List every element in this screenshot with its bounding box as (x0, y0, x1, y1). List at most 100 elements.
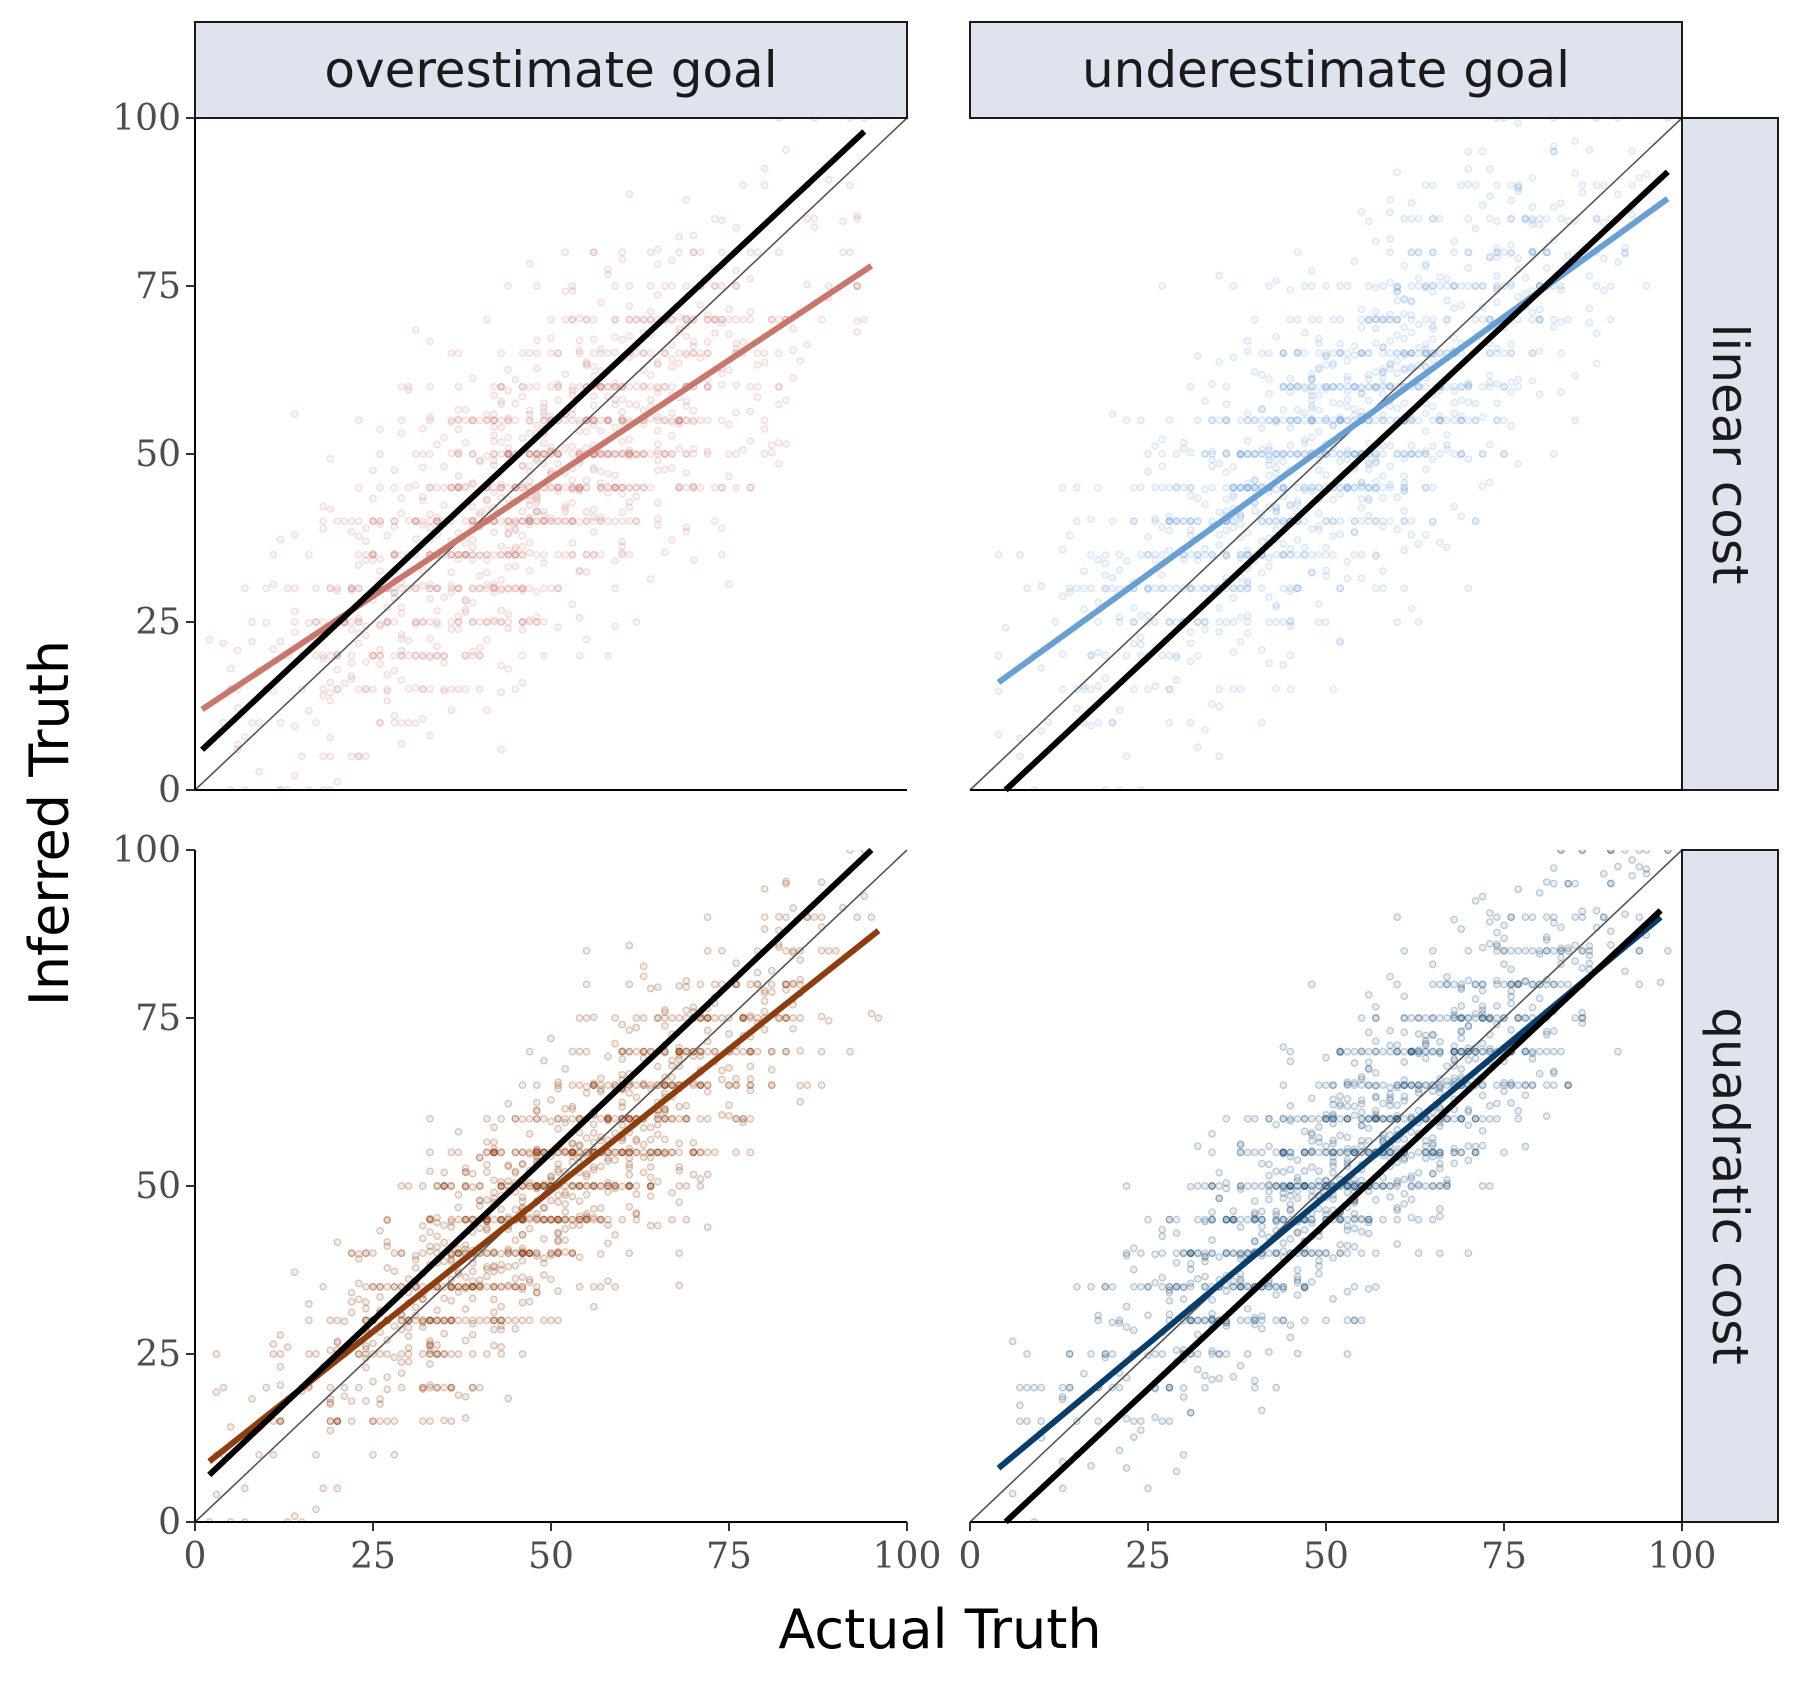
data-point (1514, 1081, 1523, 1090)
data-point (1557, 285, 1565, 294)
data-point (433, 1341, 441, 1349)
data-point (1307, 392, 1316, 400)
data-point (1464, 1021, 1473, 1030)
data-point (1485, 315, 1494, 324)
data-point (397, 603, 406, 612)
data-point (276, 1417, 285, 1426)
data-point (1450, 1159, 1459, 1168)
data-point (362, 1249, 370, 1258)
data-point (475, 584, 484, 593)
data-point (1165, 1417, 1174, 1426)
data-point (532, 612, 541, 621)
data-point (1265, 1171, 1273, 1180)
data-point (1400, 261, 1409, 270)
data-point (1165, 618, 1174, 626)
data-point (774, 439, 783, 447)
data-point (710, 1047, 719, 1056)
data-point (1393, 525, 1402, 534)
data-point (333, 1484, 342, 1493)
data-point (611, 1156, 619, 1164)
data-point (653, 384, 662, 393)
data-point (746, 275, 755, 283)
data-point (540, 416, 548, 425)
data-point (411, 326, 420, 334)
data-point (511, 562, 520, 571)
data-point (1329, 421, 1337, 430)
data-point (753, 361, 762, 369)
data-point (504, 1161, 513, 1170)
data-point (1201, 618, 1209, 626)
data-point (461, 1305, 470, 1313)
data-point (1101, 551, 1110, 560)
data-point (1129, 685, 1138, 694)
data-point (689, 342, 698, 351)
data-point (1272, 517, 1281, 526)
data-point (1549, 980, 1558, 989)
data-point (589, 1013, 598, 1022)
data-point (454, 618, 463, 626)
data-point (1272, 333, 1281, 341)
data-point (468, 584, 477, 593)
data-point (1336, 450, 1345, 458)
data-point (568, 1148, 577, 1157)
data-point (1592, 359, 1601, 368)
data-point (511, 543, 520, 552)
data-point (604, 651, 612, 660)
data-point (1129, 603, 1138, 612)
data-point (454, 550, 463, 559)
data-point (1364, 1081, 1373, 1090)
data-point (540, 517, 548, 526)
data-point (525, 1249, 534, 1258)
data-point (589, 528, 598, 536)
data-point (1428, 248, 1437, 257)
data-point (1379, 343, 1387, 351)
data-point (1258, 349, 1266, 358)
data-point (1350, 382, 1359, 391)
data-point (1307, 282, 1316, 290)
data-point (269, 686, 278, 695)
data-point (1407, 349, 1416, 358)
data-point (248, 718, 256, 727)
data-point (497, 1302, 506, 1311)
data-point (468, 543, 477, 551)
data-point (454, 483, 463, 492)
data-point (625, 382, 634, 391)
data-point (490, 1295, 498, 1304)
data-point (454, 1127, 463, 1136)
data-point (411, 481, 420, 490)
data-point (1635, 863, 1644, 871)
data-point (1350, 382, 1359, 391)
data-point (668, 536, 676, 544)
data-point (1279, 450, 1288, 458)
data-point (1421, 1182, 1430, 1190)
data-point (1493, 928, 1501, 937)
data-point (461, 608, 470, 616)
data-point (418, 463, 427, 472)
data-point (1386, 1026, 1394, 1035)
data-point (397, 1249, 406, 1258)
data-point (1236, 483, 1245, 492)
data-point (1293, 1182, 1302, 1190)
data-point (1172, 517, 1181, 526)
data-point (340, 1383, 349, 1392)
data-point (525, 1275, 534, 1284)
data-point (490, 416, 498, 425)
data-point (1336, 1092, 1345, 1100)
data-point (575, 614, 584, 622)
data-point (646, 248, 655, 257)
data-point (390, 718, 399, 727)
data-point (547, 1215, 555, 1224)
data-point (440, 658, 449, 667)
data-point (1393, 283, 1402, 291)
data-point (418, 1417, 427, 1426)
data-point (1443, 282, 1451, 290)
data-point (817, 946, 826, 955)
data-point (525, 429, 534, 438)
data-point (475, 1282, 484, 1291)
data-point (1208, 462, 1216, 470)
data-point (1300, 1114, 1309, 1123)
data-point (1129, 1265, 1138, 1274)
data-point (369, 651, 377, 660)
data-point (1478, 147, 1487, 156)
data-point (440, 1350, 449, 1358)
